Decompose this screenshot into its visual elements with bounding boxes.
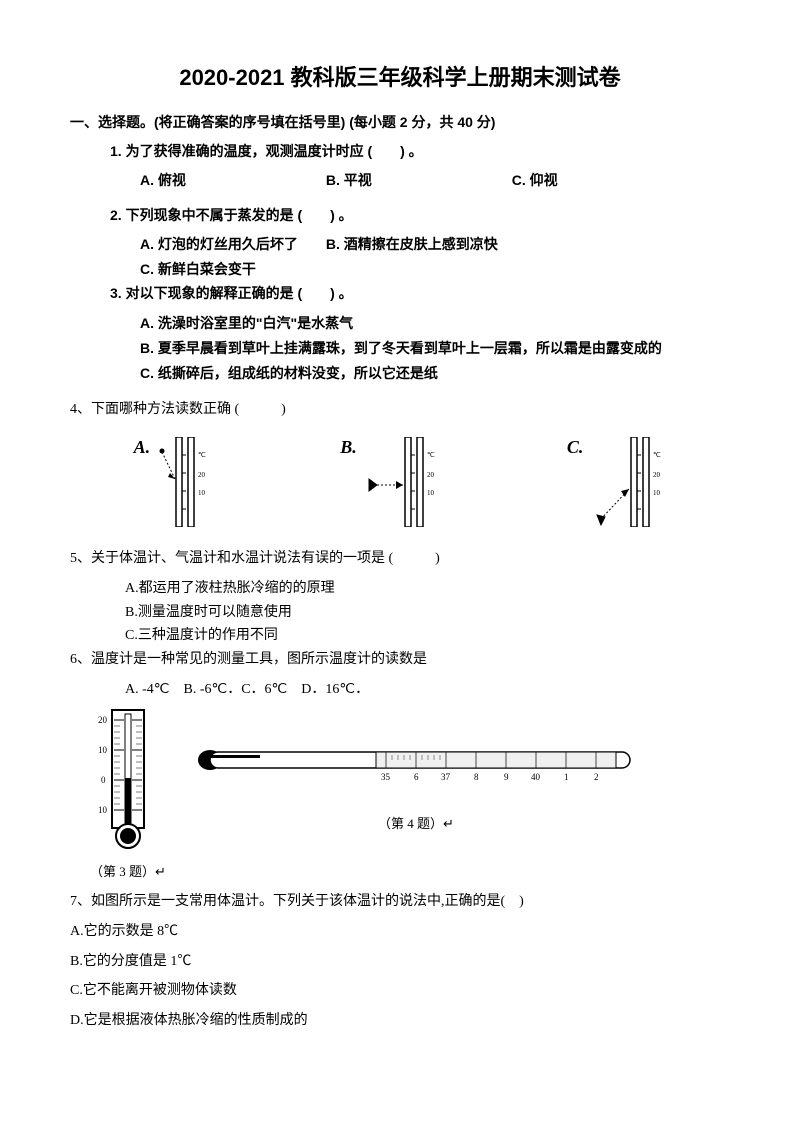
question-6: 6、温度计是一种常见的测量工具，图所示温度计的读数是 [70,648,730,672]
svg-text:40: 40 [531,772,541,782]
figure-3-caption: （第 3 题）↵ [90,861,166,880]
thermo-label-b: B. [340,437,357,458]
thermometer-b-icon: ℃ 20 10 [365,437,440,527]
svg-text:20: 20 [198,471,206,479]
thermo-option-a: A. ℃ 20 10 [134,437,214,527]
q1-option-a: A. 俯视 [140,168,186,193]
svg-text:℃: ℃ [198,451,206,459]
thermo-option-c: C. ℃ 20 10 [567,437,667,527]
q2-option-b: B. 酒精擦在皮肤上感到凉快 [326,236,498,252]
q1-option-c: C. 仰视 [512,168,558,193]
svg-text:℃: ℃ [427,451,435,459]
q7-option-a: A.它的示数是 8℃ [70,920,730,944]
thermometer-options-row: A. ℃ 20 10 B. ℃ 20 10 [70,437,730,527]
thermometer-c-icon: ℃ 20 10 [591,437,666,527]
svg-text:2: 2 [594,772,599,782]
question-1: 1. 为了获得准确的温度，观测温度计时应 ( ) 。 [110,140,730,162]
question-2: 2. 下列现象中不属于蒸发的是 ( ) 。 [110,204,730,226]
q3-option-c: C. 纸撕碎后，组成纸的材料没变，所以它还是纸 [140,361,730,386]
thermometer-a-icon: ℃ 20 10 [158,437,213,527]
vertical-thermometer-icon: 20 10 0 10 [98,708,158,853]
question-4: 4、下面哪种方法读数正确 ( ) [70,398,730,422]
svg-text:20: 20 [653,471,661,479]
svg-text:20: 20 [98,715,108,725]
svg-text:0: 0 [101,775,106,785]
q3-option-b: B. 夏季早晨看到草叶上挂满露珠，到了冬天看到草叶上一层霜，所以霜是由露变成的 [140,336,730,361]
q2-option-a: A. 灯泡的灯丝用久后坏了 [140,236,298,252]
svg-text:20: 20 [427,471,435,479]
q7-option-d: D.它是根据液体热胀冷缩的性质制成的 [70,1009,730,1033]
svg-text:35: 35 [381,772,391,782]
question-3: 3. 对以下现象的解释正确的是 ( ) 。 [110,282,730,304]
page-title: 2020-2021 教科版三年级科学上册期末测试卷 [70,60,730,92]
q2-option-a-b: A. 灯泡的灯丝用久后坏了 B. 酒精擦在皮肤上感到凉快 [140,232,730,257]
svg-text:8: 8 [474,772,479,782]
q5-option-b: B.测量温度时可以随意使用 [125,601,730,625]
thermo-option-b: B. ℃ 20 10 [340,437,440,527]
q6-options: A. -4℃ B. -6℃．C．6℃ D．16℃． [125,678,730,698]
svg-text:10: 10 [653,489,661,497]
svg-text:10: 10 [98,805,108,815]
question-7: 7、如图所示是一支常用体温计。下列关于该体温计的说法中,正确的是( ) [70,890,730,914]
figure-row-q6: 20 10 0 10 [90,708,730,880]
q2-option-c: C. 新鲜白菜会变干 [140,257,730,282]
q7-option-c: C.它不能离开被测物体读数 [70,979,730,1003]
clinical-thermometer-icon: 35 6 37 8 9 40 1 2 [196,738,636,783]
q1-option-b: B. 平视 [326,168,372,193]
svg-text:6: 6 [414,772,419,782]
figure-3-column: 20 10 0 10 [90,708,166,880]
thermo-label-c: C. [567,437,584,458]
figure-4-caption: （第 4 题）↵ [378,813,454,832]
svg-text:℃: ℃ [653,451,661,459]
svg-text:37: 37 [441,772,451,782]
q5-option-c: C.三种温度计的作用不同 [125,624,730,648]
svg-text:9: 9 [504,772,509,782]
figure-4-column: 35 6 37 8 9 40 1 2 （第 4 题）↵ [196,738,636,832]
question-1-options: A. 俯视 B. 平视 C. 仰视 [140,168,730,193]
thermo-label-a: A. [134,437,151,458]
q3-option-a: A. 洗澡时浴室里的"白汽"是水蒸气 [140,311,730,336]
svg-text:10: 10 [198,489,206,497]
section-header: 一、选择题。(将正确答案的序号填在括号里) (每小题 2 分，共 40 分) [70,112,730,132]
q7-option-b: B.它的分度值是 1℃ [70,950,730,974]
svg-text:10: 10 [98,745,108,755]
question-5: 5、关于体温计、气温计和水温计说法有误的一项是 ( ) [70,547,730,571]
svg-text:10: 10 [427,489,435,497]
svg-text:1: 1 [564,772,569,782]
q5-option-a: A.都运用了液柱热胀冷缩的的原理 [125,577,730,601]
